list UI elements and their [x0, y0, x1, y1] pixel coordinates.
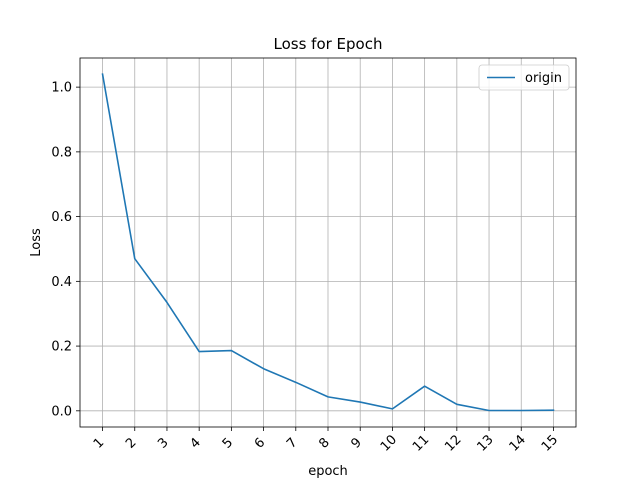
legend: origin — [478, 64, 570, 91]
y-tick-label: 0.4 — [51, 275, 72, 290]
grid-lines — [80, 58, 576, 427]
y-tick-label: 0.0 — [51, 404, 72, 419]
y-tick-label: 0.8 — [51, 145, 72, 160]
y-axis-ticks: 0.0 0.2 0.4 0.6 0.8 1.0 — [51, 81, 80, 419]
legend-entry: origin — [525, 71, 562, 86]
legend-box — [478, 64, 570, 91]
x-axis-label: epoch — [308, 464, 348, 479]
y-tick-label: 1.0 — [51, 81, 72, 96]
chart-title: Loss for Epoch — [274, 35, 383, 53]
y-tick-label: 0.2 — [51, 340, 72, 355]
y-axis-label: Loss — [29, 228, 44, 257]
series-line-origin — [101, 73, 555, 412]
y-tick-label: 0.6 — [51, 210, 72, 225]
series-layer — [101, 73, 555, 412]
